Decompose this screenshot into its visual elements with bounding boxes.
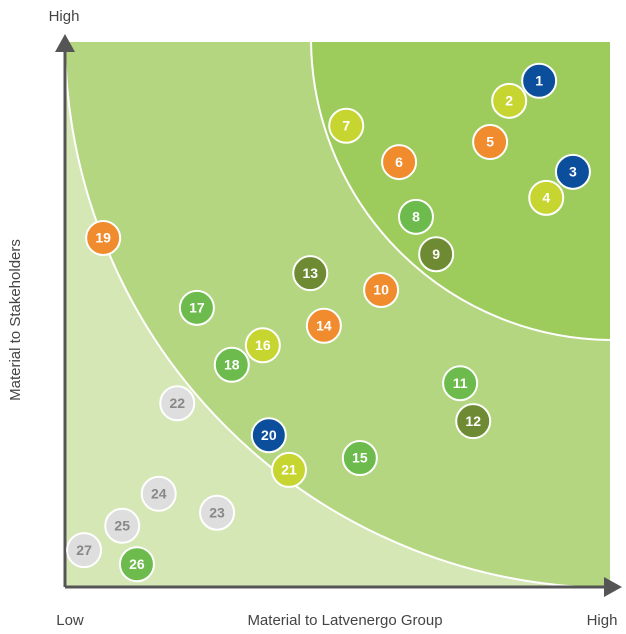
y-arrow — [55, 34, 75, 52]
point-label: 18 — [224, 356, 240, 372]
x-tick-label: High — [587, 612, 618, 629]
point-label: 25 — [114, 517, 130, 533]
point-label: 13 — [302, 265, 318, 281]
point — [159, 385, 196, 422]
point-label: 22 — [169, 395, 185, 411]
point — [213, 346, 250, 383]
point-label: 21 — [281, 462, 297, 478]
point-label: 17 — [189, 300, 205, 316]
point-label: 15 — [352, 450, 368, 466]
point-label: 8 — [412, 209, 420, 225]
point — [85, 219, 122, 256]
point — [66, 532, 103, 569]
point-label: 24 — [151, 485, 167, 501]
point — [521, 62, 558, 99]
point-label: 23 — [209, 504, 225, 520]
point — [491, 82, 528, 119]
point-label: 20 — [261, 427, 277, 443]
point — [104, 507, 141, 544]
point — [178, 289, 215, 326]
y-tick-label: High — [49, 8, 80, 25]
point — [472, 124, 509, 161]
x-arrow — [604, 577, 622, 597]
x-axis-title: Material to Latvenergo Group — [247, 612, 442, 629]
point — [442, 365, 479, 402]
point — [455, 403, 492, 440]
point-label: 16 — [255, 337, 271, 353]
point-label: 11 — [453, 375, 468, 391]
y-axis-title: Material to Stakeholders — [7, 239, 24, 401]
point-label: 12 — [465, 413, 481, 429]
point — [199, 494, 236, 531]
x-tick-label: Low — [56, 612, 84, 629]
zone-high — [310, 42, 610, 341]
point-label: 2 — [505, 93, 513, 109]
point-label: 1 — [535, 72, 543, 88]
point — [528, 179, 565, 216]
point — [270, 451, 307, 488]
point — [118, 546, 155, 583]
point-label: 9 — [432, 246, 440, 262]
point — [363, 271, 400, 308]
point — [250, 417, 287, 454]
point-label: 14 — [316, 317, 332, 333]
point-label: 3 — [569, 164, 577, 180]
point-label: 4 — [542, 190, 550, 206]
point — [244, 327, 281, 364]
point — [381, 144, 418, 181]
point — [341, 440, 378, 477]
point — [554, 153, 591, 190]
point-label: 6 — [395, 154, 403, 170]
point — [292, 255, 329, 292]
point — [328, 107, 365, 144]
point — [140, 475, 177, 512]
point-label: 19 — [95, 230, 111, 246]
point-label: 26 — [129, 556, 145, 572]
point-label: 5 — [486, 134, 494, 150]
point — [305, 307, 342, 344]
point-label: 10 — [373, 282, 389, 298]
point-label: 27 — [76, 542, 92, 558]
point — [397, 198, 434, 235]
point-label: 7 — [342, 117, 350, 133]
point — [418, 236, 455, 273]
